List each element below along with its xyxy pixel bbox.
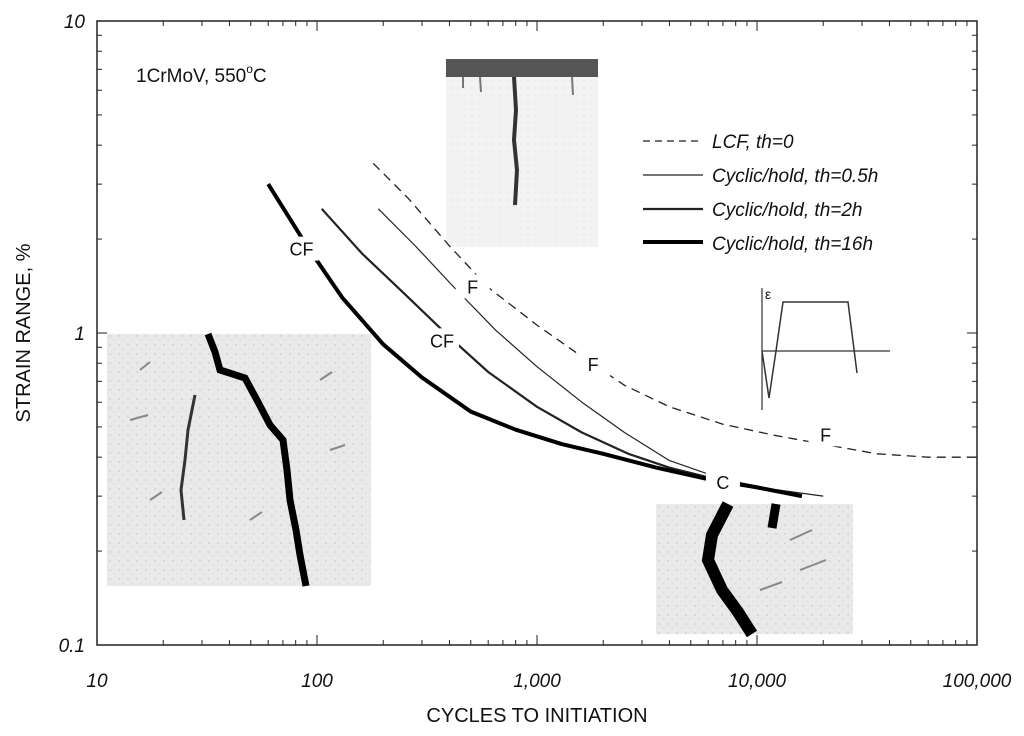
mode-label: F [820, 425, 831, 445]
legend-label-hold-05h: Cyclic/hold, th=0.5h [712, 166, 878, 187]
x-axis-title: CYCLES TO INITIATION [426, 705, 647, 727]
x-tick-label: 100,000 [943, 671, 1012, 692]
mode-label-bg [705, 470, 740, 495]
legend-label-hold-2h: Cyclic/hold, th=2h [712, 200, 863, 221]
mode-label-bg [455, 274, 490, 299]
mode-label: F [588, 355, 599, 375]
mode-label-bg [808, 422, 843, 447]
mode-label: CF [289, 240, 313, 260]
micrograph-left [107, 332, 371, 587]
mode-label: F [467, 277, 478, 297]
epsilon-label: ε [765, 286, 771, 302]
y-tick-label: 10 [64, 12, 86, 33]
mode-label: CF [430, 331, 454, 351]
x-tick-label: 100 [301, 671, 333, 692]
axis-tick-labels: 10 100 1,000 10,000 100,000 0.1 1 10 [59, 12, 1012, 692]
y-axis-title: STRAIN RANGE, % [13, 243, 35, 422]
y-tick-label: 0.1 [59, 636, 85, 657]
material-annotation: 1CrMoV, 550oC [136, 62, 267, 87]
legend-label-hold-16h: Cyclic/hold, th=16h [712, 234, 873, 255]
micrograph-bottom-right [656, 501, 853, 638]
micrograph-top [446, 59, 598, 247]
mode-label-bg [576, 351, 611, 376]
mode-label: C [716, 473, 729, 493]
series-group [266, 162, 977, 499]
y-tick-label: 1 [74, 324, 85, 345]
legend-label-lcf: LCF, th=0 [712, 132, 794, 153]
mode-labels: CF F CF F F C [284, 236, 843, 495]
mode-label-bg [425, 328, 460, 353]
legend: LCF, th=0 Cyclic/hold, th=0.5h Cyclic/ho… [643, 132, 878, 255]
axis-ticks [96, 21, 977, 646]
x-tick-label: 10,000 [728, 671, 787, 692]
series-line-0 [372, 162, 977, 458]
mode-label-bg [284, 236, 319, 261]
x-tick-label: 10 [86, 671, 108, 692]
hold-waveform-inset: ε [761, 286, 890, 410]
x-tick-label: 1,000 [513, 671, 561, 692]
